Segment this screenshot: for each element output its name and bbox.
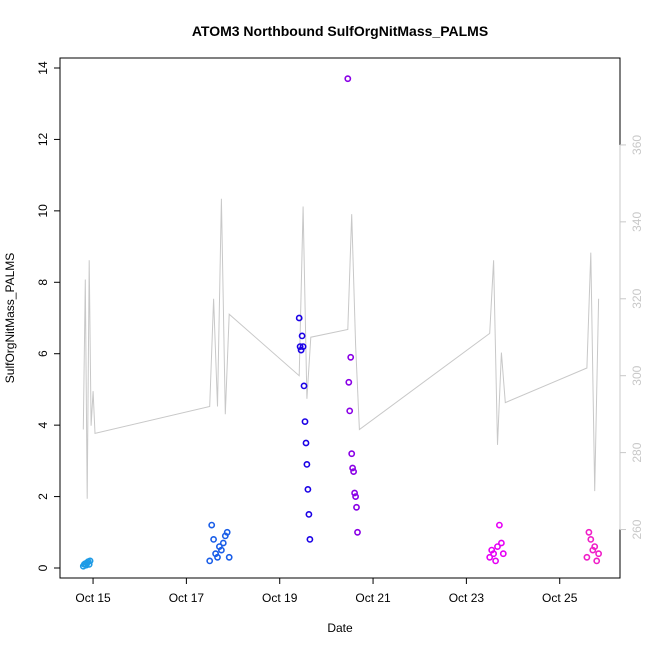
data-point-flight-4 [353, 503, 360, 511]
x-axis-label: Date [327, 621, 353, 635]
data-point-flight-2 [219, 539, 227, 547]
data-point-flight-3 [304, 485, 312, 493]
chart-title: ATOM3 Northbound SulfOrgNitMass_PALMS [192, 23, 488, 39]
data-point-flight-6 [585, 528, 593, 536]
data-point-flight-4 [349, 464, 356, 472]
background-line-group [82, 198, 600, 499]
data-point-flight-5 [497, 539, 505, 547]
data-point-flight-5 [490, 550, 497, 558]
data-point-flight-4 [346, 407, 354, 415]
data-point-flight-5 [499, 550, 507, 558]
data-point-flight-4 [351, 489, 358, 497]
data-point-flight-6 [587, 536, 595, 543]
data-point-flight-3 [303, 460, 311, 468]
y2-tick-label: 320 [630, 288, 644, 308]
data-point-flight-4 [352, 493, 359, 500]
y-axis-left: 0 2 4 6 8 10 12 14 [36, 61, 61, 571]
data-point-flight-4 [350, 468, 357, 475]
y-tick-label: 2 [36, 493, 50, 500]
data-point-flight-6 [591, 543, 599, 550]
data-point-flight-4 [354, 528, 361, 536]
data-point-flight-5 [486, 553, 494, 561]
y-tick-label: 8 [36, 279, 50, 286]
data-point-flight-2 [208, 521, 216, 529]
y-tick-label: 12 [36, 132, 50, 146]
y-tick-label: 10 [36, 204, 50, 218]
data-point-flight-3 [295, 314, 303, 322]
data-point-flight-3 [302, 439, 310, 447]
y2-tick-label: 340 [630, 212, 644, 232]
y2-tick-label: 360 [630, 135, 644, 155]
data-point-flight-4 [348, 450, 356, 458]
data-point-flight-2 [217, 546, 225, 554]
y-axis-right: 260 280 300 320 340 360 [619, 135, 644, 540]
y-tick-label: 6 [36, 350, 50, 357]
plot-frame [59, 57, 621, 579]
y-tick-label: 14 [36, 61, 50, 75]
data-point-flight-3 [300, 382, 308, 390]
y2-tick-label: 280 [630, 442, 644, 462]
data-point-flight-4 [347, 353, 355, 361]
data-point-flight-6 [583, 553, 591, 561]
y2-tick-label: 300 [630, 365, 644, 385]
x-tick-label: Oct 19 [262, 591, 298, 605]
y-axis-label: SulfOrgNitMass_PALMS [3, 253, 17, 383]
background-line [82, 198, 600, 499]
data-point-flight-2 [225, 553, 233, 561]
x-tick-label: Oct 17 [169, 591, 205, 605]
y-tick-label: 0 [36, 564, 50, 571]
x-tick-label: Oct 21 [355, 591, 391, 605]
data-point-flight-2 [214, 553, 221, 561]
data-point-flight-3 [299, 343, 307, 350]
data-point-flight-3 [301, 418, 309, 425]
data-point-flight-3 [296, 343, 304, 350]
y-tick-label: 4 [36, 421, 50, 428]
data-point-flight-2 [210, 536, 217, 543]
x-axis: Oct 15 Oct 17 Oct 19 Oct 21 Oct 23 Oct 25 [75, 577, 578, 605]
data-point-flight-3 [298, 332, 306, 340]
data-point-flight-6 [595, 550, 602, 558]
data-point-flight-4 [344, 75, 352, 83]
data-point-flight-3 [305, 511, 313, 518]
x-tick-label: Oct 25 [542, 591, 578, 605]
data-point-flight-1 [86, 557, 94, 565]
data-points-group [79, 75, 602, 570]
x-tick-label: Oct 15 [75, 591, 111, 605]
data-point-flight-4 [345, 378, 353, 386]
data-point-flight-6 [593, 557, 601, 565]
data-point-flight-5 [495, 521, 503, 529]
data-point-flight-1 [85, 561, 93, 568]
data-point-flight-5 [494, 543, 501, 550]
y2-tick-label: 260 [630, 519, 644, 539]
data-point-flight-5 [492, 557, 499, 565]
data-point-flight-2 [223, 528, 231, 536]
data-point-flight-3 [306, 536, 314, 543]
data-point-flight-2 [206, 557, 214, 565]
x-tick-label: Oct 23 [449, 591, 485, 605]
